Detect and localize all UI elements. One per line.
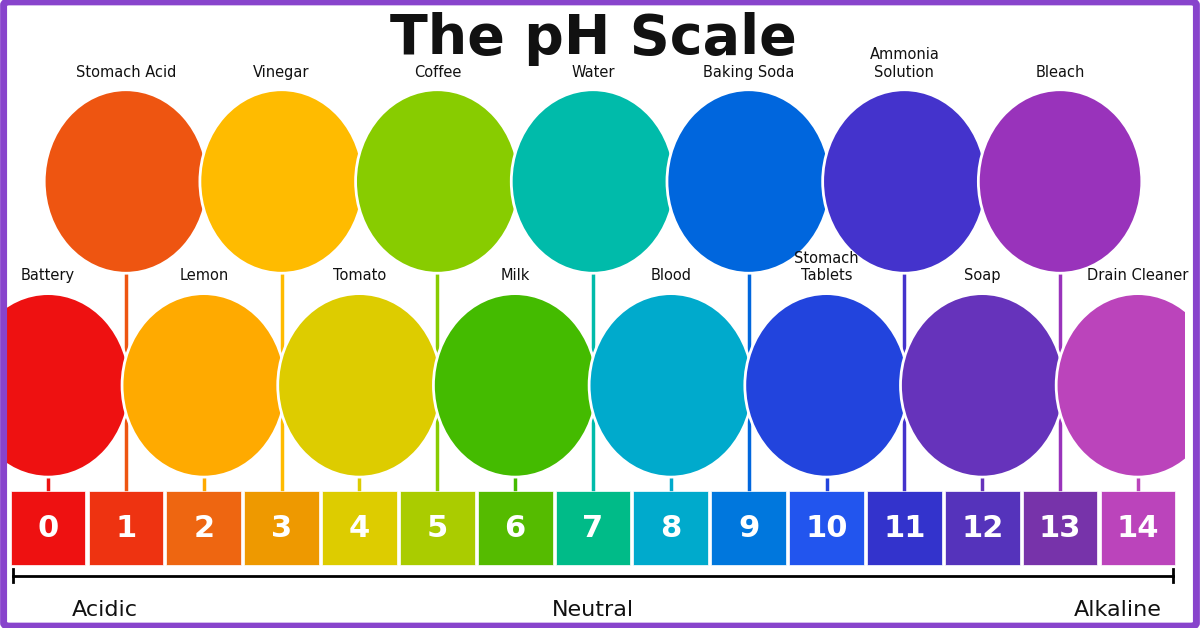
Text: Alkaline: Alkaline (1074, 600, 1162, 620)
Ellipse shape (745, 294, 908, 477)
Text: 11: 11 (883, 514, 925, 543)
Ellipse shape (667, 90, 830, 273)
Text: Milk: Milk (500, 268, 530, 283)
Ellipse shape (122, 294, 286, 477)
Text: 8: 8 (660, 514, 682, 543)
FancyBboxPatch shape (89, 490, 163, 565)
Ellipse shape (44, 90, 208, 273)
FancyBboxPatch shape (556, 490, 630, 565)
Text: 13: 13 (1039, 514, 1081, 543)
Text: Stomach Acid: Stomach Acid (76, 65, 176, 80)
Text: Stomach
Tablets: Stomach Tablets (794, 251, 859, 283)
Text: 5: 5 (427, 514, 448, 543)
Text: Blood: Blood (650, 268, 691, 283)
FancyBboxPatch shape (245, 490, 319, 565)
Text: Coffee: Coffee (414, 65, 461, 80)
Ellipse shape (1056, 294, 1200, 477)
Text: The pH Scale: The pH Scale (390, 11, 797, 65)
Ellipse shape (823, 90, 986, 273)
FancyBboxPatch shape (944, 490, 1020, 565)
Text: Bleach: Bleach (1036, 65, 1085, 80)
Text: Soap: Soap (964, 268, 1001, 283)
FancyBboxPatch shape (322, 490, 397, 565)
Text: Drain Cleaner: Drain Cleaner (1087, 268, 1189, 283)
Text: 7: 7 (582, 514, 604, 543)
FancyBboxPatch shape (400, 490, 475, 565)
FancyBboxPatch shape (790, 490, 864, 565)
Text: Acidic: Acidic (72, 600, 138, 620)
Ellipse shape (0, 294, 130, 477)
FancyBboxPatch shape (1100, 490, 1175, 565)
Text: Vinegar: Vinegar (253, 65, 310, 80)
Ellipse shape (355, 90, 520, 273)
FancyBboxPatch shape (634, 490, 708, 565)
FancyBboxPatch shape (868, 490, 942, 565)
Ellipse shape (277, 294, 442, 477)
Ellipse shape (589, 294, 752, 477)
Text: Tomato: Tomato (332, 268, 386, 283)
FancyBboxPatch shape (11, 490, 85, 565)
FancyBboxPatch shape (1022, 490, 1098, 565)
Text: 0: 0 (37, 514, 59, 543)
Text: 4: 4 (349, 514, 370, 543)
Ellipse shape (511, 90, 674, 273)
Text: Baking Soda: Baking Soda (703, 65, 794, 80)
Ellipse shape (978, 90, 1142, 273)
Text: Lemon: Lemon (179, 268, 228, 283)
Text: 9: 9 (738, 514, 760, 543)
Text: 12: 12 (961, 514, 1003, 543)
Text: Ammonia
Solution: Ammonia Solution (870, 47, 940, 80)
Ellipse shape (433, 294, 596, 477)
Text: Water: Water (571, 65, 614, 80)
Text: Neutral: Neutral (552, 600, 634, 620)
Text: 14: 14 (1117, 514, 1159, 543)
FancyBboxPatch shape (478, 490, 552, 565)
Text: 1: 1 (115, 514, 137, 543)
Text: 2: 2 (193, 514, 215, 543)
Ellipse shape (200, 90, 364, 273)
Text: 10: 10 (805, 514, 847, 543)
Text: Battery: Battery (22, 268, 76, 283)
FancyBboxPatch shape (167, 490, 241, 565)
Ellipse shape (900, 294, 1064, 477)
FancyBboxPatch shape (712, 490, 786, 565)
Text: 3: 3 (271, 514, 292, 543)
Text: 6: 6 (504, 514, 526, 543)
